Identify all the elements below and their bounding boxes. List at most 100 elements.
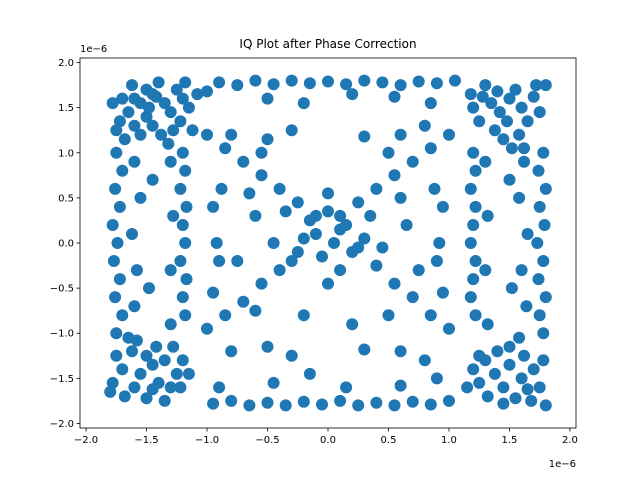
scatter-point: [176, 219, 189, 231]
scatter-point: [532, 164, 545, 177]
scatter-point: [418, 354, 431, 367]
scatter-point: [388, 90, 401, 103]
scatter-point: [191, 88, 204, 101]
scatter-point: [291, 246, 304, 258]
scatter-point: [352, 196, 365, 209]
scatter-point: [322, 187, 334, 200]
scatter-point: [267, 376, 280, 389]
y-tick-label: −1.0: [50, 329, 74, 340]
scatter-point: [297, 232, 310, 245]
scatter-point: [128, 381, 141, 394]
scatter-point: [406, 291, 419, 304]
scatter-point: [179, 164, 192, 177]
scatter-point: [261, 340, 274, 353]
scatter-point: [537, 354, 550, 367]
scatter-point: [174, 115, 187, 128]
scatter-point: [285, 74, 298, 87]
scatter-point: [249, 74, 262, 87]
scatter-point: [110, 124, 123, 137]
scatter-point: [140, 110, 153, 123]
scatter-point: [467, 363, 480, 376]
scatter-point: [186, 124, 199, 137]
scatter-point: [322, 277, 334, 290]
scatter-point: [328, 237, 340, 249]
scatter-point: [164, 155, 177, 168]
scatter-point: [143, 282, 155, 295]
scatter-point: [179, 76, 192, 89]
scatter-point: [207, 286, 220, 299]
scatter-point: [503, 173, 516, 186]
scatter-point: [255, 146, 268, 159]
scatter-point: [164, 264, 177, 277]
scatter-point: [382, 309, 395, 322]
scatter-point: [513, 128, 526, 141]
scatter-point: [180, 200, 193, 213]
scatter-point: [107, 255, 120, 267]
scatter-point: [433, 237, 446, 249]
scatter-point: [267, 237, 280, 249]
scatter-points: [104, 74, 552, 412]
scatter-point: [243, 399, 256, 412]
scatter-point: [394, 379, 407, 392]
scatter-point: [358, 130, 371, 143]
scatter-point: [370, 259, 383, 272]
scatter-point: [322, 75, 334, 88]
x-tick-label: −2.0: [74, 435, 98, 446]
scatter-point: [539, 182, 552, 195]
scatter-point: [237, 155, 250, 168]
scatter-point: [467, 273, 480, 286]
scatter-point: [518, 155, 530, 168]
scatter-point: [116, 92, 129, 105]
y-tick-label: 1.5: [58, 103, 74, 114]
scatter-point: [430, 255, 443, 267]
scatter-point: [106, 97, 119, 110]
scatter-point: [467, 101, 480, 114]
scatter-point: [436, 286, 449, 299]
scatter-point: [158, 354, 171, 367]
scatter-point: [521, 115, 534, 128]
scatter-point: [464, 88, 477, 101]
scatter-point: [126, 228, 138, 240]
scatter-point: [219, 309, 232, 322]
scatter-point: [412, 264, 425, 277]
scatter-point: [182, 101, 195, 114]
scatter-point: [539, 399, 552, 412]
scatter-point: [126, 79, 138, 92]
scatter-point: [303, 77, 316, 90]
scatter-point: [539, 79, 552, 92]
chart-title: IQ Plot after Phase Correction: [239, 37, 416, 51]
scatter-point: [488, 124, 501, 137]
scatter-point: [358, 74, 371, 87]
scatter-point: [174, 182, 187, 195]
scatter-point: [533, 106, 546, 119]
scatter-point: [443, 322, 455, 335]
y-tick-label: −1.5: [50, 374, 74, 385]
scatter-point: [104, 385, 117, 398]
scatter-point: [509, 83, 522, 96]
scatter-point: [346, 246, 359, 258]
scatter-point: [201, 128, 213, 141]
scatter-point: [521, 383, 534, 396]
scatter-point: [430, 372, 443, 385]
scatter-point: [376, 76, 389, 89]
scatter-point: [201, 322, 213, 335]
scatter-point: [430, 77, 443, 90]
scatter-point: [469, 164, 482, 177]
scatter-point: [261, 133, 274, 146]
scatter-point: [518, 142, 530, 155]
y-offset-label: 1e−6: [80, 44, 107, 55]
scatter-point: [128, 119, 141, 132]
scatter-point: [316, 250, 328, 263]
scatter-point: [424, 398, 437, 411]
scatter-point: [176, 291, 189, 304]
scatter-point: [225, 394, 238, 407]
scatter-point: [531, 237, 544, 249]
scatter-point: [130, 264, 143, 277]
scatter-point: [116, 363, 129, 376]
scatter-point: [146, 119, 159, 132]
scatter-point: [109, 182, 122, 195]
scatter-point: [285, 349, 298, 362]
scatter-point: [538, 219, 551, 231]
scatter-point: [424, 142, 437, 155]
scatter-point: [358, 232, 371, 245]
